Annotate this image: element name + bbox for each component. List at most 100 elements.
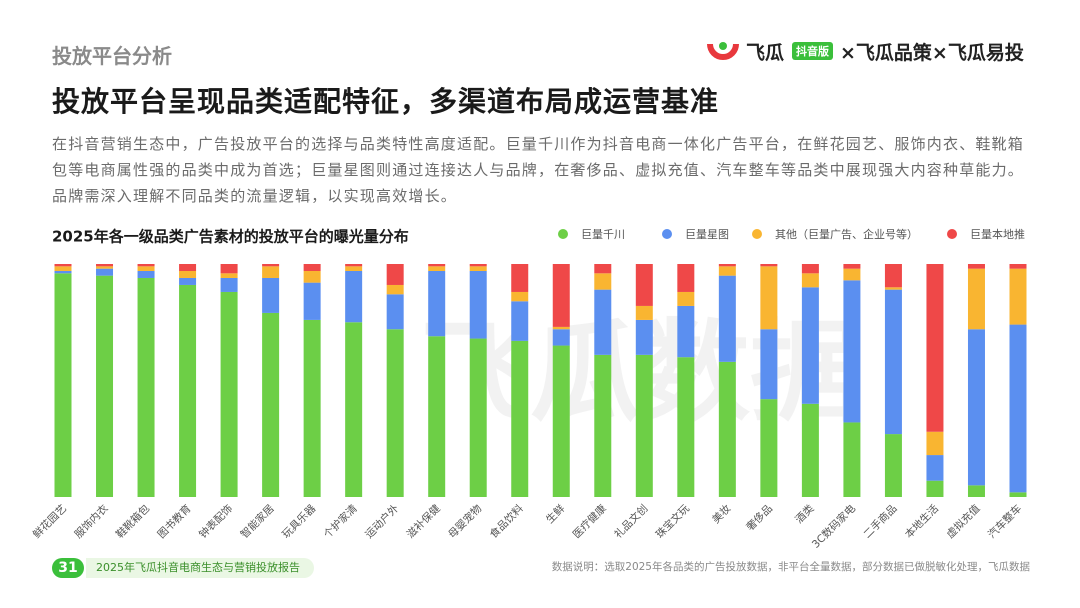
bar-segment: [1009, 492, 1027, 497]
bar-segment: [677, 357, 695, 497]
x-tick-label: 母婴宠物: [445, 502, 484, 541]
bar-segment: [428, 270, 446, 337]
logo-badge: 抖音版: [792, 42, 833, 60]
bar-segment: [469, 270, 487, 339]
x-tick-label: 服饰内衣: [72, 502, 111, 541]
bar-segment: [801, 264, 819, 274]
bar-segment: [511, 340, 529, 497]
bar-segment: [1009, 264, 1027, 269]
bar-segment: [884, 287, 902, 290]
x-tick-label: 奢侈品: [744, 502, 775, 533]
x-tick-label: 钟表配饰: [196, 502, 235, 541]
bar-segment: [967, 485, 985, 497]
bar-segment: [469, 266, 487, 271]
bar-segment: [386, 284, 404, 295]
bar-segment: [345, 266, 363, 271]
bar-segment: [760, 266, 778, 330]
bar-segment: [262, 266, 280, 278]
logo-arc: [707, 43, 739, 60]
x-tick-label: 美妆: [709, 502, 733, 526]
bar-segment: [54, 264, 72, 267]
bar-segment: [1009, 324, 1027, 493]
bar-segment: [220, 277, 238, 292]
bar-segment: [511, 301, 529, 341]
bar-segment: [926, 455, 944, 481]
bar-segment: [96, 268, 114, 276]
bar-segment: [137, 277, 155, 497]
legend-marker: [752, 229, 762, 239]
bar-segment: [220, 264, 238, 274]
bar-segment: [220, 273, 238, 278]
x-tick-label: 虚拟充值: [944, 502, 983, 541]
x-tick-label: 医疗健康: [570, 502, 609, 541]
bar-segment: [967, 268, 985, 330]
bar-segment: [552, 345, 570, 497]
bar-segment: [137, 266, 155, 271]
bar-segment: [843, 268, 861, 281]
x-tick-label: 智能家居: [238, 502, 277, 541]
logo-dot: [719, 42, 727, 50]
x-tick-label: 个护家清: [321, 502, 360, 541]
bar-segment: [179, 284, 197, 497]
page-number: 31: [52, 558, 84, 578]
x-tick-label: 鲜花园艺: [30, 502, 69, 541]
bar-segment: [760, 264, 778, 267]
chart-title: 2025年各一级品类广告素材的投放平台的曝光量分布: [52, 228, 409, 246]
x-tick-label: 滋补保健: [404, 502, 443, 541]
bar-segment: [718, 361, 736, 497]
bar-segment: [303, 270, 321, 283]
x-tick-label: 运动户外: [362, 502, 401, 541]
bar-segment: [511, 264, 529, 292]
bar-segment: [137, 264, 155, 267]
bar-segment: [635, 354, 653, 497]
bar-segment: [54, 273, 72, 497]
legend-marker: [558, 229, 568, 239]
bar-segment: [718, 264, 736, 267]
legend-label: 巨量星图: [685, 228, 729, 241]
bar-segment: [884, 264, 902, 288]
bar-segment: [594, 273, 612, 290]
bar-segment: [345, 270, 363, 323]
bar-segment: [469, 264, 487, 267]
bar-segment: [843, 280, 861, 423]
bar-segment: [54, 266, 72, 271]
x-tick-label: 本地生活: [902, 502, 941, 541]
report-name: 2025年飞瓜抖音电商生态与营销投放报告: [86, 558, 314, 578]
bar-segment: [760, 329, 778, 400]
x-tick-label: 生鲜: [543, 502, 567, 526]
bar-segment: [843, 264, 861, 269]
x-tick-label: 3C数码家电: [809, 502, 858, 550]
x-tick-label: 玩具乐器: [280, 502, 319, 541]
bar-segment: [345, 322, 363, 497]
bar-segment: [801, 403, 819, 497]
bar-segment: [967, 264, 985, 269]
bar-segment: [635, 305, 653, 320]
x-tick-label: 鞋靴箱包: [113, 502, 152, 541]
bar-segment: [96, 264, 114, 267]
page-title: 投放平台呈现品类适配特征，多渠道布局成运营基准: [52, 85, 720, 118]
bar-segment: [262, 277, 280, 313]
legend-marker: [947, 229, 957, 239]
intro-paragraph: 在抖音营销生态中，广告投放平台的选择与品类特性高度适配。巨量千川作为抖音电商一体…: [52, 135, 1025, 205]
bar-segment: [303, 282, 321, 320]
bar-segment: [386, 329, 404, 497]
bar-segment: [552, 326, 570, 330]
bar-segment: [801, 273, 819, 288]
bar-segment: [220, 291, 238, 497]
bar-segment: [428, 266, 446, 271]
bar-segment: [511, 291, 529, 302]
bar-segment: [469, 338, 487, 497]
bar-segment: [594, 289, 612, 355]
bar-segment: [926, 264, 944, 432]
bar-segment: [635, 264, 653, 306]
bar-segment: [386, 294, 404, 330]
section-label: 投放平台分析: [52, 44, 172, 68]
legend-label: 巨量千川: [581, 228, 625, 241]
bar-segment: [428, 336, 446, 497]
legend-label: 其他（巨量广告、企业号等）: [775, 227, 918, 241]
x-tick-label: 汽车整车: [985, 502, 1024, 541]
bar-segment: [926, 431, 944, 456]
bar-segment: [1009, 268, 1027, 325]
logo-icon: [707, 42, 739, 60]
